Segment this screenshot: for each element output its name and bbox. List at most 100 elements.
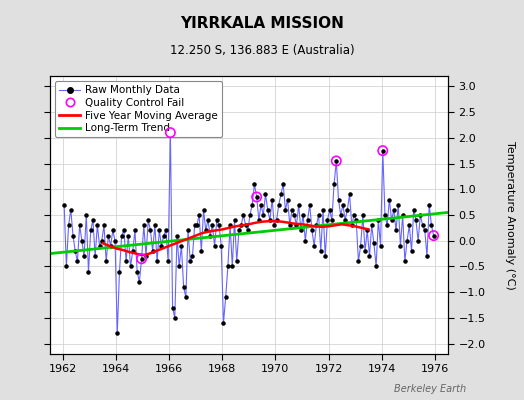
Point	[60, 202, 68, 208]
Point	[231, 217, 239, 223]
Point	[233, 258, 241, 264]
Point	[188, 253, 196, 259]
Point	[381, 212, 389, 218]
Point	[253, 194, 261, 200]
Point	[246, 212, 254, 218]
Point	[427, 222, 435, 228]
Point	[126, 263, 135, 270]
Point	[332, 158, 341, 164]
Point	[139, 222, 148, 228]
Point	[416, 212, 424, 218]
Point	[314, 212, 323, 218]
Point	[390, 207, 398, 213]
Point	[321, 253, 330, 259]
Text: Berkeley Earth: Berkeley Earth	[394, 384, 466, 394]
Point	[253, 194, 261, 200]
Point	[224, 263, 232, 270]
Point	[173, 232, 181, 239]
Point	[341, 217, 350, 223]
Point	[336, 212, 345, 218]
Point	[405, 222, 413, 228]
Point	[367, 222, 376, 228]
Point	[374, 217, 383, 223]
Point	[211, 243, 219, 249]
Point	[117, 232, 126, 239]
Point	[202, 227, 210, 234]
Point	[292, 222, 301, 228]
Point	[343, 207, 352, 213]
Point	[401, 258, 409, 264]
Point	[270, 222, 279, 228]
Point	[168, 304, 177, 311]
Point	[363, 227, 372, 234]
Point	[235, 227, 243, 234]
Point	[361, 248, 369, 254]
Point	[137, 256, 146, 262]
Point	[135, 279, 144, 285]
Point	[312, 222, 321, 228]
Point	[299, 212, 307, 218]
Point	[64, 222, 73, 228]
Point	[177, 243, 185, 249]
Point	[133, 268, 141, 275]
Text: YIRRKALA MISSION: YIRRKALA MISSION	[180, 16, 344, 31]
Point	[264, 207, 272, 213]
Point	[208, 222, 216, 228]
Point	[328, 217, 336, 223]
Point	[407, 248, 416, 254]
Point	[268, 196, 276, 203]
Point	[222, 294, 230, 300]
Point	[301, 238, 310, 244]
Point	[378, 148, 387, 154]
Point	[153, 258, 161, 264]
Point	[345, 191, 354, 198]
Point	[193, 222, 201, 228]
Point	[277, 191, 285, 198]
Point	[191, 222, 199, 228]
Point	[330, 181, 339, 187]
Point	[119, 227, 128, 234]
Point	[257, 202, 265, 208]
Point	[89, 217, 97, 223]
Point	[378, 148, 387, 154]
Point	[354, 258, 363, 264]
Point	[281, 207, 290, 213]
Text: 12.250 S, 136.883 E (Australia): 12.250 S, 136.883 E (Australia)	[170, 44, 354, 57]
Point	[137, 256, 146, 262]
Point	[392, 227, 400, 234]
Point	[113, 330, 122, 337]
Point	[166, 130, 174, 136]
Legend: Raw Monthly Data, Quality Control Fail, Five Year Moving Average, Long-Term Tren: Raw Monthly Data, Quality Control Fail, …	[55, 81, 222, 137]
Point	[75, 222, 84, 228]
Point	[244, 227, 252, 234]
Point	[255, 217, 263, 223]
Point	[425, 202, 433, 208]
Point	[162, 227, 170, 234]
Point	[78, 238, 86, 244]
Point	[146, 227, 155, 234]
Point	[259, 212, 267, 218]
Point	[95, 243, 104, 249]
Point	[288, 207, 296, 213]
Point	[219, 320, 227, 326]
Point	[122, 258, 130, 264]
Point	[347, 222, 356, 228]
Point	[352, 217, 361, 223]
Point	[358, 212, 367, 218]
Point	[102, 258, 111, 264]
Point	[316, 248, 325, 254]
Point	[204, 217, 212, 223]
Point	[199, 207, 208, 213]
Point	[332, 158, 341, 164]
Point	[430, 232, 438, 239]
Point	[159, 232, 168, 239]
Point	[365, 253, 374, 259]
Point	[279, 181, 287, 187]
Point	[115, 268, 124, 275]
Point	[412, 217, 420, 223]
Point	[248, 202, 256, 208]
Point	[414, 238, 422, 244]
Point	[69, 232, 77, 239]
Point	[228, 263, 236, 270]
Point	[396, 243, 405, 249]
